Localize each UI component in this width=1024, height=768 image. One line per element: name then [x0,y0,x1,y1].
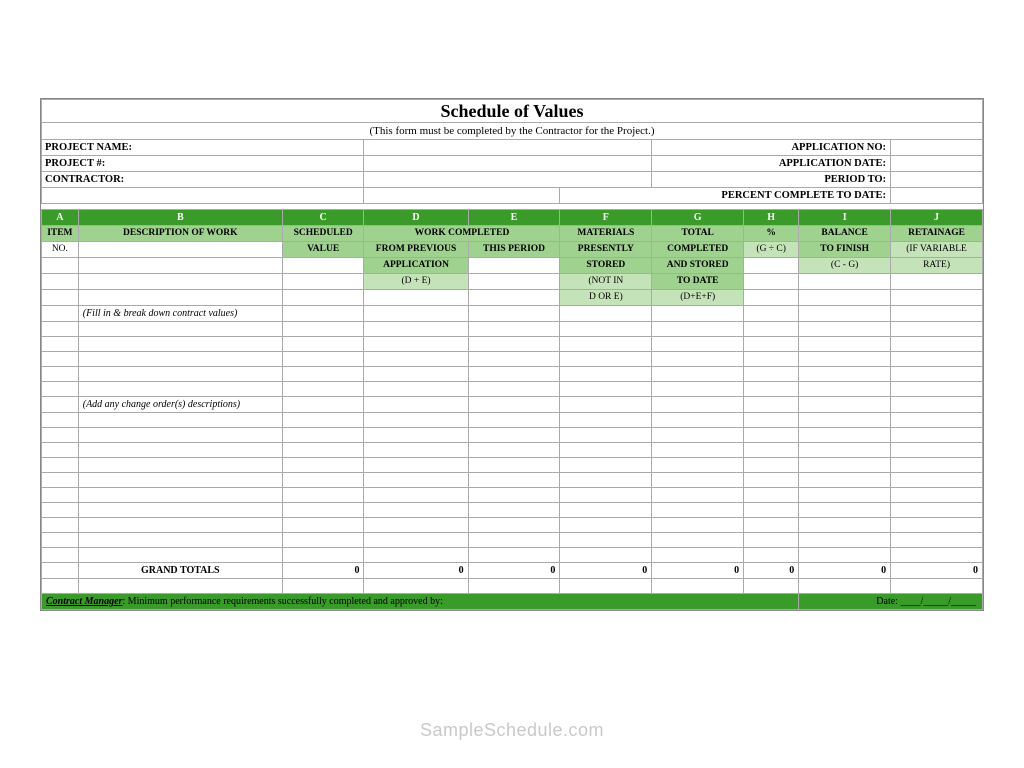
header-row-4: (D + E) (NOT IN TO DATE [42,274,983,290]
label-app-date: APPLICATION DATE: [652,156,891,172]
label-project-num: PROJECT #: [42,156,364,172]
footer-manager-label: Contract Manager [46,596,122,607]
header-row-5: D OR E)(D+E+F) [42,290,983,306]
header-row-1: ITEMDESCRIPTION OF WORKSCHEDULED WORK CO… [42,226,983,242]
label-pct-complete: PERCENT COMPLETE TO DATE: [560,188,891,204]
note-row-contract-values: (Fill in & break down contract values) [42,306,983,322]
page-subtitle: (This form must be completed by the Cont… [42,123,983,140]
label-app-no: APPLICATION NO: [652,140,891,156]
header-row-3: APPLICATION STOREDAND STORED (C - G) RAT… [42,258,983,274]
footer-text: : Minimum performance requirements succe… [122,596,442,607]
label-period-to: PERIOD TO: [652,172,891,188]
footer-date-label: Date: [876,596,898,607]
note-row-change-orders: (Add any change order(s) descriptions) [42,397,983,413]
grand-totals-row: GRAND TOTALS 0 0 0 0 0 0 0 0 [42,563,983,579]
data-rows: (Fill in & break down contract values) (A… [42,306,983,563]
column-letters-row: ABC DEF GHI J [42,210,983,226]
label-contractor: CONTRACTOR: [42,172,364,188]
page-title: Schedule of Values [42,100,983,123]
footer-date-blanks: ____/_____/_____ [900,596,976,607]
label-project-name: PROJECT NAME: [42,140,364,156]
watermark-text: SampleSchedule.com [0,720,1024,741]
header-row-2: NO. VALUEFROM PREVIOUSTHIS PERIOD PRESEN… [42,242,983,258]
footer-row: Contract Manager: Minimum performance re… [42,594,983,610]
schedule-table: Schedule of Values (This form must be co… [41,99,983,610]
schedule-sheet: Schedule of Values (This form must be co… [40,98,984,611]
